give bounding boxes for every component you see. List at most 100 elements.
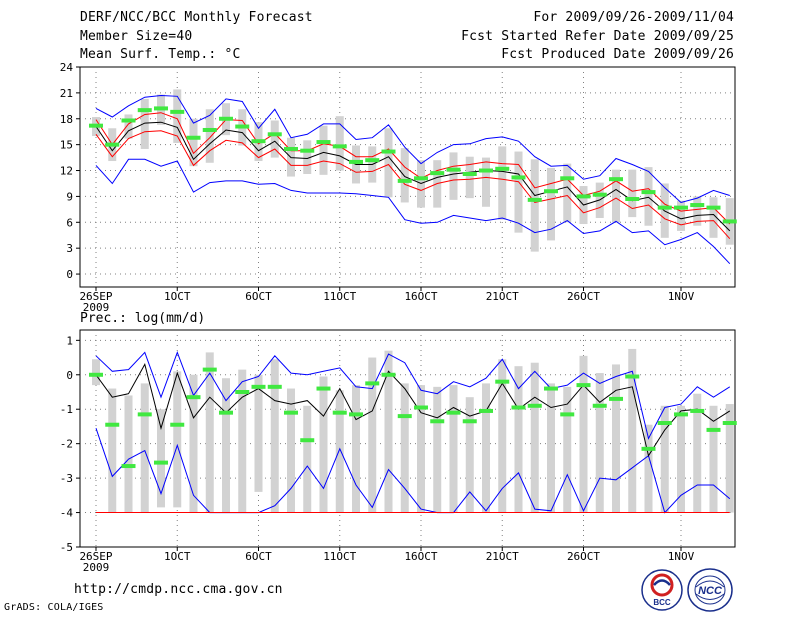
median-marker bbox=[267, 384, 282, 389]
forecast-period: For 2009/09/26-2009/11/04 bbox=[533, 10, 734, 25]
x-tick-label: 16OCT bbox=[404, 550, 437, 563]
box-bar bbox=[498, 359, 507, 513]
median-marker bbox=[544, 189, 558, 194]
median-marker bbox=[89, 372, 103, 377]
y-tick-label: 9 bbox=[66, 190, 73, 203]
box-bar bbox=[644, 424, 653, 513]
median-marker bbox=[381, 149, 396, 154]
median-marker bbox=[560, 176, 575, 181]
box-bar bbox=[270, 359, 279, 513]
box-bar bbox=[124, 114, 133, 139]
x-tick-label: 1OCT bbox=[164, 550, 191, 563]
median-marker bbox=[397, 414, 412, 419]
x-tick-label: 16OCT bbox=[404, 290, 437, 303]
variable-label: Mean Surf. Temp.: °C bbox=[80, 47, 241, 62]
box-bar bbox=[368, 357, 377, 513]
min-line bbox=[95, 158, 731, 265]
min-line bbox=[95, 428, 731, 514]
median-marker bbox=[722, 219, 737, 224]
median-marker bbox=[657, 421, 672, 425]
y-tick-label: -3 bbox=[60, 472, 73, 485]
box-bar bbox=[709, 197, 718, 238]
mean-line bbox=[95, 121, 731, 232]
median-marker bbox=[300, 148, 315, 153]
box-bar bbox=[335, 390, 344, 513]
box-bar bbox=[612, 364, 620, 513]
median-marker bbox=[397, 178, 412, 183]
ncc-logo-text: NCC bbox=[698, 585, 723, 597]
x-tick-label: 1NOV bbox=[668, 290, 695, 303]
mean-line bbox=[95, 363, 731, 457]
median-marker bbox=[479, 168, 493, 173]
median-marker bbox=[706, 427, 721, 432]
median-marker bbox=[121, 118, 136, 123]
y-tick-label: 0 bbox=[66, 268, 73, 281]
box-bar bbox=[173, 89, 182, 143]
median-marker bbox=[414, 176, 428, 181]
box-bar bbox=[579, 355, 588, 513]
median-marker bbox=[527, 197, 542, 202]
median-marker bbox=[284, 410, 298, 415]
box-bar bbox=[612, 169, 620, 223]
median-marker bbox=[576, 194, 591, 199]
median-marker bbox=[316, 140, 331, 145]
box-bar bbox=[677, 405, 685, 513]
median-marker bbox=[722, 421, 737, 425]
median-marker bbox=[674, 412, 688, 417]
box-bar bbox=[140, 383, 149, 513]
median-marker bbox=[202, 367, 217, 372]
y-tick-label: -4 bbox=[60, 507, 74, 520]
box-bar bbox=[465, 156, 474, 199]
box-bar bbox=[482, 383, 490, 513]
median-marker bbox=[186, 395, 201, 400]
median-marker bbox=[414, 405, 428, 410]
y-tick-label: 24 bbox=[60, 61, 74, 74]
median-marker bbox=[349, 159, 363, 164]
box-bar bbox=[108, 388, 117, 513]
box-bar bbox=[400, 148, 409, 203]
x-year-label: 2009 bbox=[83, 561, 110, 574]
box-bar bbox=[433, 386, 442, 513]
box-bar bbox=[628, 348, 637, 513]
median-marker bbox=[592, 403, 607, 408]
box-bar bbox=[205, 352, 214, 513]
median-marker bbox=[430, 171, 445, 176]
box-bar bbox=[189, 374, 198, 513]
median-marker bbox=[544, 386, 558, 391]
median-marker bbox=[170, 422, 185, 427]
median-marker bbox=[609, 177, 623, 182]
x-tick-label: 11OCT bbox=[323, 290, 356, 303]
y-tick-label: 6 bbox=[66, 216, 73, 229]
source-url[interactable]: http://cmdp.ncc.cma.gov.cn bbox=[74, 582, 283, 597]
bcc-logo: BCC bbox=[641, 569, 683, 611]
median-marker bbox=[154, 106, 168, 111]
median-marker bbox=[251, 139, 266, 144]
box-bar bbox=[352, 385, 360, 513]
median-marker bbox=[137, 412, 152, 417]
box-bar bbox=[595, 373, 604, 513]
box-bar bbox=[547, 383, 555, 513]
box-bar bbox=[189, 118, 198, 167]
bcc-logo-text: BCC bbox=[653, 598, 671, 607]
x-tick-label: 26OCT bbox=[567, 550, 600, 563]
median-marker bbox=[349, 412, 363, 417]
median-marker bbox=[641, 446, 656, 451]
member-size: Member Size=40 bbox=[80, 29, 193, 44]
forecast-produced-date: Fcst Produced Date 2009/09/26 bbox=[501, 47, 734, 62]
x-tick-label: 21OCT bbox=[486, 550, 519, 563]
median-marker bbox=[105, 142, 120, 147]
grads-credit: GrADS: COLA/IGES bbox=[4, 602, 104, 613]
y-tick-label: 3 bbox=[66, 242, 73, 255]
box-bar bbox=[400, 383, 409, 513]
y-tick-label: 21 bbox=[60, 87, 73, 100]
y-tick-label: -2 bbox=[60, 438, 73, 451]
box-bar bbox=[482, 157, 490, 207]
box-bar bbox=[417, 385, 425, 513]
box-bar bbox=[628, 169, 637, 218]
box-bar bbox=[384, 350, 393, 513]
median-marker bbox=[170, 109, 185, 114]
median-marker bbox=[235, 390, 250, 394]
median-marker bbox=[625, 374, 640, 379]
median-marker bbox=[657, 205, 672, 210]
box-bar bbox=[319, 376, 328, 513]
